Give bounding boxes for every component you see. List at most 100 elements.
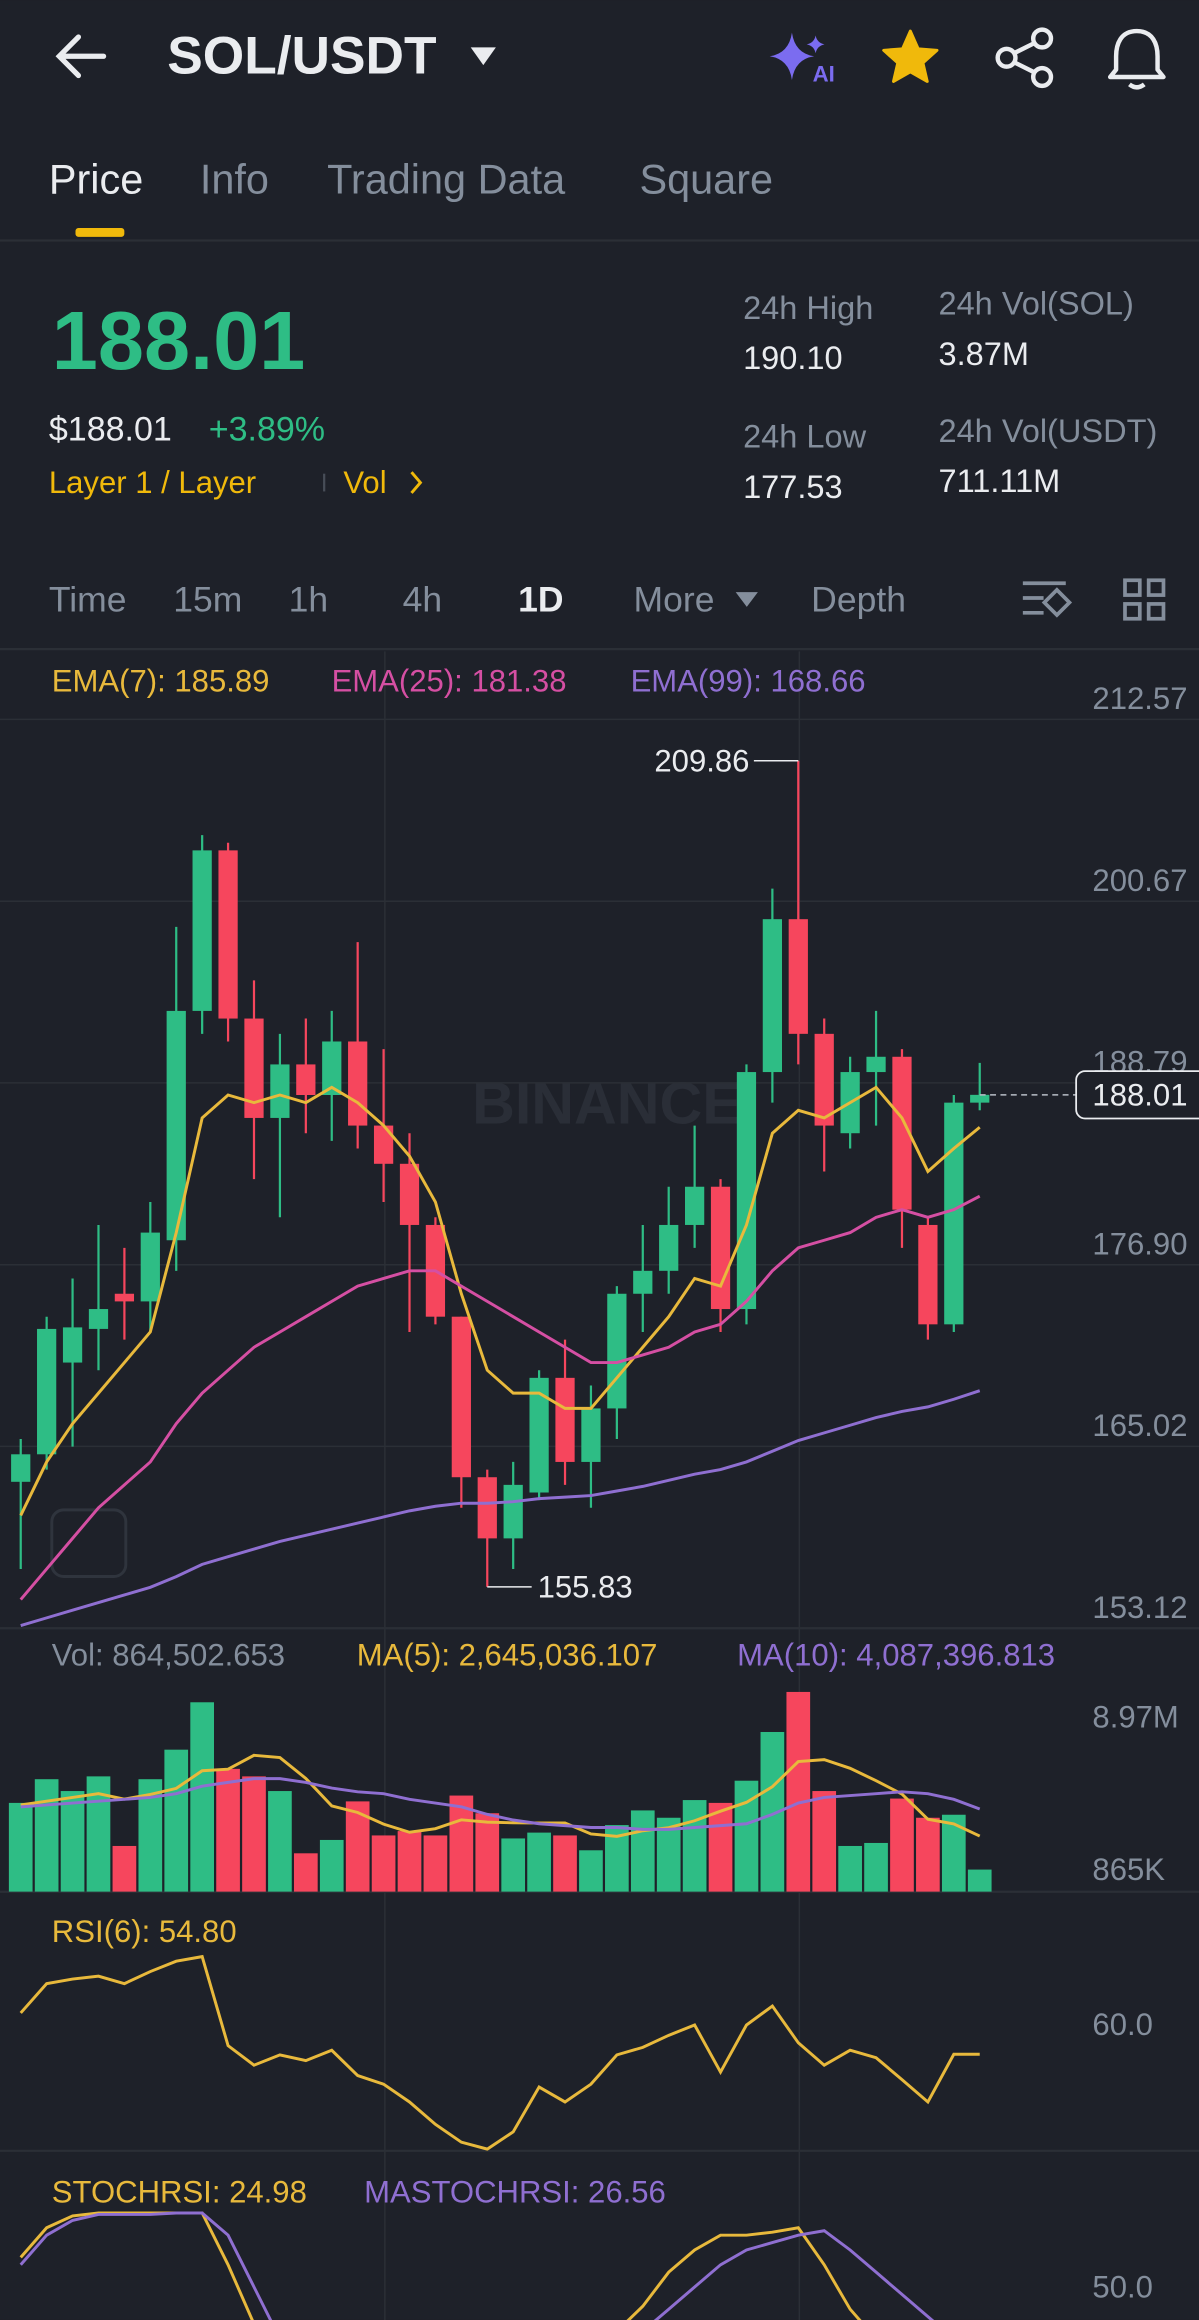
y-tick-label: 50.0 — [1092, 2269, 1153, 2304]
candle-body — [348, 1041, 368, 1126]
volume-bar — [216, 1768, 240, 1892]
tab[interactable]: Square — [639, 156, 773, 203]
tags[interactable]: Layer 1 / Layer — [49, 465, 256, 500]
y-tick-label: 8.97M — [1092, 1700, 1178, 1735]
candle-body — [477, 1477, 497, 1539]
candle-body — [503, 1484, 523, 1539]
share-node — [995, 46, 1018, 69]
candle-body — [322, 1041, 342, 1095]
stat-label: 24h High — [743, 290, 873, 326]
y-tick-label: 165.02 — [1092, 1408, 1187, 1443]
candle-body — [814, 1033, 834, 1126]
layout-button[interactable] — [1123, 578, 1166, 621]
stat-value: 190.10 — [743, 340, 843, 376]
interval[interactable]: Depth — [811, 580, 906, 620]
volume-bar — [86, 1776, 111, 1892]
volume-bar — [890, 1798, 914, 1892]
volume-bar — [553, 1835, 577, 1892]
high-label: 209.86 — [654, 743, 749, 778]
stat-value: 177.53 — [743, 469, 843, 505]
legend-entry: EMA(7): 185.89 — [52, 663, 270, 698]
candle-body — [866, 1056, 886, 1073]
indicator-line — [19, 1085, 981, 1517]
y-tick-label: 212.57 — [1092, 681, 1187, 716]
y-tick-label: 200.67 — [1092, 863, 1187, 898]
layout-cell — [1123, 578, 1142, 597]
volume-bar — [293, 1853, 318, 1892]
volume-bar — [8, 1802, 33, 1892]
candle-body — [918, 1224, 938, 1325]
volume-bar — [630, 1810, 655, 1892]
legend-entry: EMA(99): 168.66 — [631, 663, 866, 698]
candle-body — [788, 919, 808, 1034]
usd-price: $188.01 — [49, 410, 172, 448]
volume-bar — [501, 1838, 526, 1892]
interval[interactable]: More — [634, 580, 715, 620]
volume-bar — [786, 1691, 811, 1892]
volume-bar — [475, 1813, 500, 1892]
stat-label: 24h Low — [743, 419, 867, 455]
ai-sparkle — [806, 35, 825, 54]
vol-link[interactable]: Vol — [343, 465, 386, 500]
candle-body — [710, 1186, 731, 1310]
candle-body — [270, 1064, 290, 1118]
tab[interactable]: Info — [200, 156, 269, 203]
legend-entry: EMA(25): 181.38 — [332, 663, 567, 698]
last-price-label: 188.01 — [1092, 1077, 1187, 1112]
candle-body — [451, 1316, 471, 1478]
volume-bar — [164, 1749, 189, 1892]
y-tick-label: 865K — [1092, 1852, 1165, 1887]
volume-bar — [605, 1825, 629, 1892]
volume-bar — [838, 1845, 862, 1892]
pair-title[interactable]: SOL/USDT — [167, 27, 436, 86]
volume-bar — [941, 1814, 966, 1892]
volume-bar — [190, 1702, 214, 1892]
layout-cell — [1123, 602, 1142, 621]
candle-body — [88, 1309, 109, 1329]
settings-diamond — [1041, 587, 1073, 618]
volume-bar — [760, 1731, 785, 1892]
legend-entry: RSI(6): 54.80 — [52, 1914, 237, 1949]
share-button[interactable] — [995, 27, 1054, 89]
volume-bar — [423, 1835, 448, 1892]
interval[interactable]: 1D — [518, 580, 563, 620]
volume-bar — [397, 1831, 422, 1892]
volume-bar — [34, 1779, 59, 1892]
candle-body — [114, 1293, 135, 1302]
interval[interactable]: 15m — [173, 580, 242, 620]
tab[interactable]: Price — [49, 156, 143, 203]
tab[interactable]: Trading Data — [327, 156, 566, 203]
y-tick-label: 176.90 — [1092, 1226, 1187, 1261]
last-price-tag — [1075, 1070, 1199, 1120]
ai-button[interactable]: AI — [769, 32, 835, 87]
alert-button[interactable] — [1107, 28, 1166, 90]
indicator-settings[interactable] — [1022, 581, 1073, 618]
panel — [19, 1954, 980, 2151]
pair-dropdown[interactable] — [470, 47, 496, 66]
fullscreen-button[interactable] — [50, 1508, 128, 1578]
interval[interactable]: Time — [49, 580, 127, 620]
bell-clapper — [1128, 82, 1146, 90]
indicator-line — [20, 1777, 981, 1831]
volume-bar — [112, 1845, 137, 1892]
more-dropdown[interactable] — [735, 592, 758, 607]
interval[interactable]: 1h — [289, 580, 329, 620]
share-node — [1030, 65, 1054, 89]
back-button[interactable] — [55, 34, 107, 79]
interval[interactable]: 4h — [403, 580, 443, 620]
candle-body — [37, 1328, 57, 1455]
legend-entry: MASTOCHRSI: 26.56 — [364, 2175, 666, 2210]
candle-body — [166, 1010, 186, 1241]
indicator-line — [20, 1389, 981, 1627]
ai-badge: AI — [813, 62, 835, 87]
candle-body — [970, 1094, 990, 1103]
favorite-star[interactable] — [882, 29, 939, 83]
volume-bar — [345, 1801, 370, 1892]
volume-bar — [864, 1842, 888, 1892]
volume-bar — [916, 1817, 940, 1892]
candle-body — [529, 1377, 549, 1493]
layout-cell — [1146, 602, 1166, 621]
indicator-line — [19, 1954, 980, 2151]
